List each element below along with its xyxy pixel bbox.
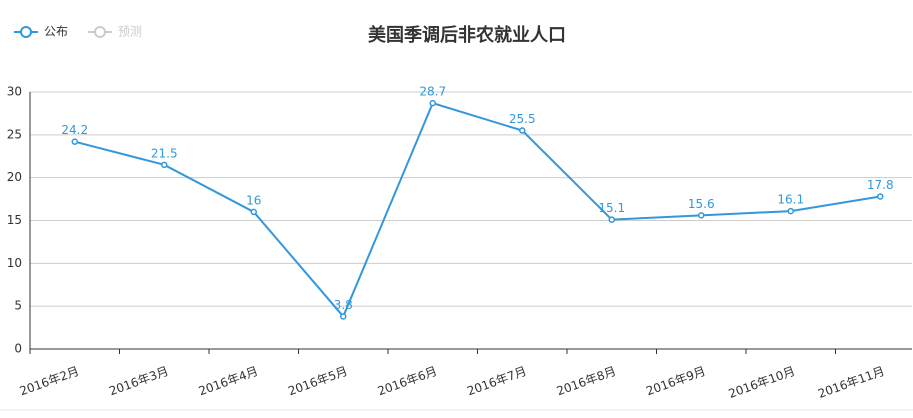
data-label: 15.6 — [688, 197, 715, 211]
data-point — [71, 138, 78, 145]
x-tick-label: 2016年4月 — [197, 364, 260, 398]
data-line — [74, 101, 881, 319]
y-tick-label: 20 — [7, 170, 22, 184]
legend-icon[interactable] — [94, 26, 106, 38]
data-point — [608, 216, 615, 223]
data-label: 17.8 — [867, 178, 894, 192]
y-tick-label: 0 — [14, 342, 22, 356]
x-tick-label: 2016年3月 — [107, 364, 170, 398]
x-tick-label: 2016年9月 — [644, 364, 707, 398]
data-label: 16 — [246, 193, 261, 207]
legend-label[interactable]: 预测 — [118, 25, 142, 39]
x-tick-label: 2016年6月 — [376, 364, 439, 398]
data-label: 3.8 — [334, 298, 353, 312]
y-tick-label: 10 — [7, 256, 22, 270]
legend-icon[interactable] — [20, 26, 32, 38]
y-tick-label: 30 — [7, 85, 22, 99]
data-label: 16.1 — [777, 193, 804, 207]
data-label: 25.5 — [509, 112, 536, 126]
data-point — [877, 193, 884, 200]
data-label: 28.7 — [419, 85, 446, 99]
x-tick-label: 2016年7月 — [465, 364, 528, 398]
data-point — [519, 127, 526, 134]
data-label: 21.5 — [151, 146, 178, 160]
data-point — [250, 208, 257, 216]
data-label: 24.2 — [61, 123, 88, 137]
x-tick-label: 2016年2月 — [18, 364, 81, 398]
data-point — [429, 99, 436, 107]
y-tick-label: 25 — [7, 127, 22, 141]
chart-title: 美国季调后非农就业人口 — [368, 24, 566, 46]
y-tick-label: 5 — [14, 299, 22, 313]
x-tick-label: 2016年11月 — [816, 364, 886, 401]
legend-label[interactable]: 公布 — [44, 25, 68, 39]
x-tick-label: 2016年8月 — [555, 364, 618, 398]
data-point — [787, 207, 794, 215]
data-point — [340, 313, 347, 320]
y-tick-label: 15 — [7, 213, 22, 227]
x-tick-label: 2016年5月 — [286, 364, 349, 398]
data-point — [698, 212, 705, 219]
data-label: 15.1 — [598, 201, 625, 215]
x-tick-label: 2016年10月 — [727, 364, 797, 401]
data-point — [161, 161, 168, 169]
